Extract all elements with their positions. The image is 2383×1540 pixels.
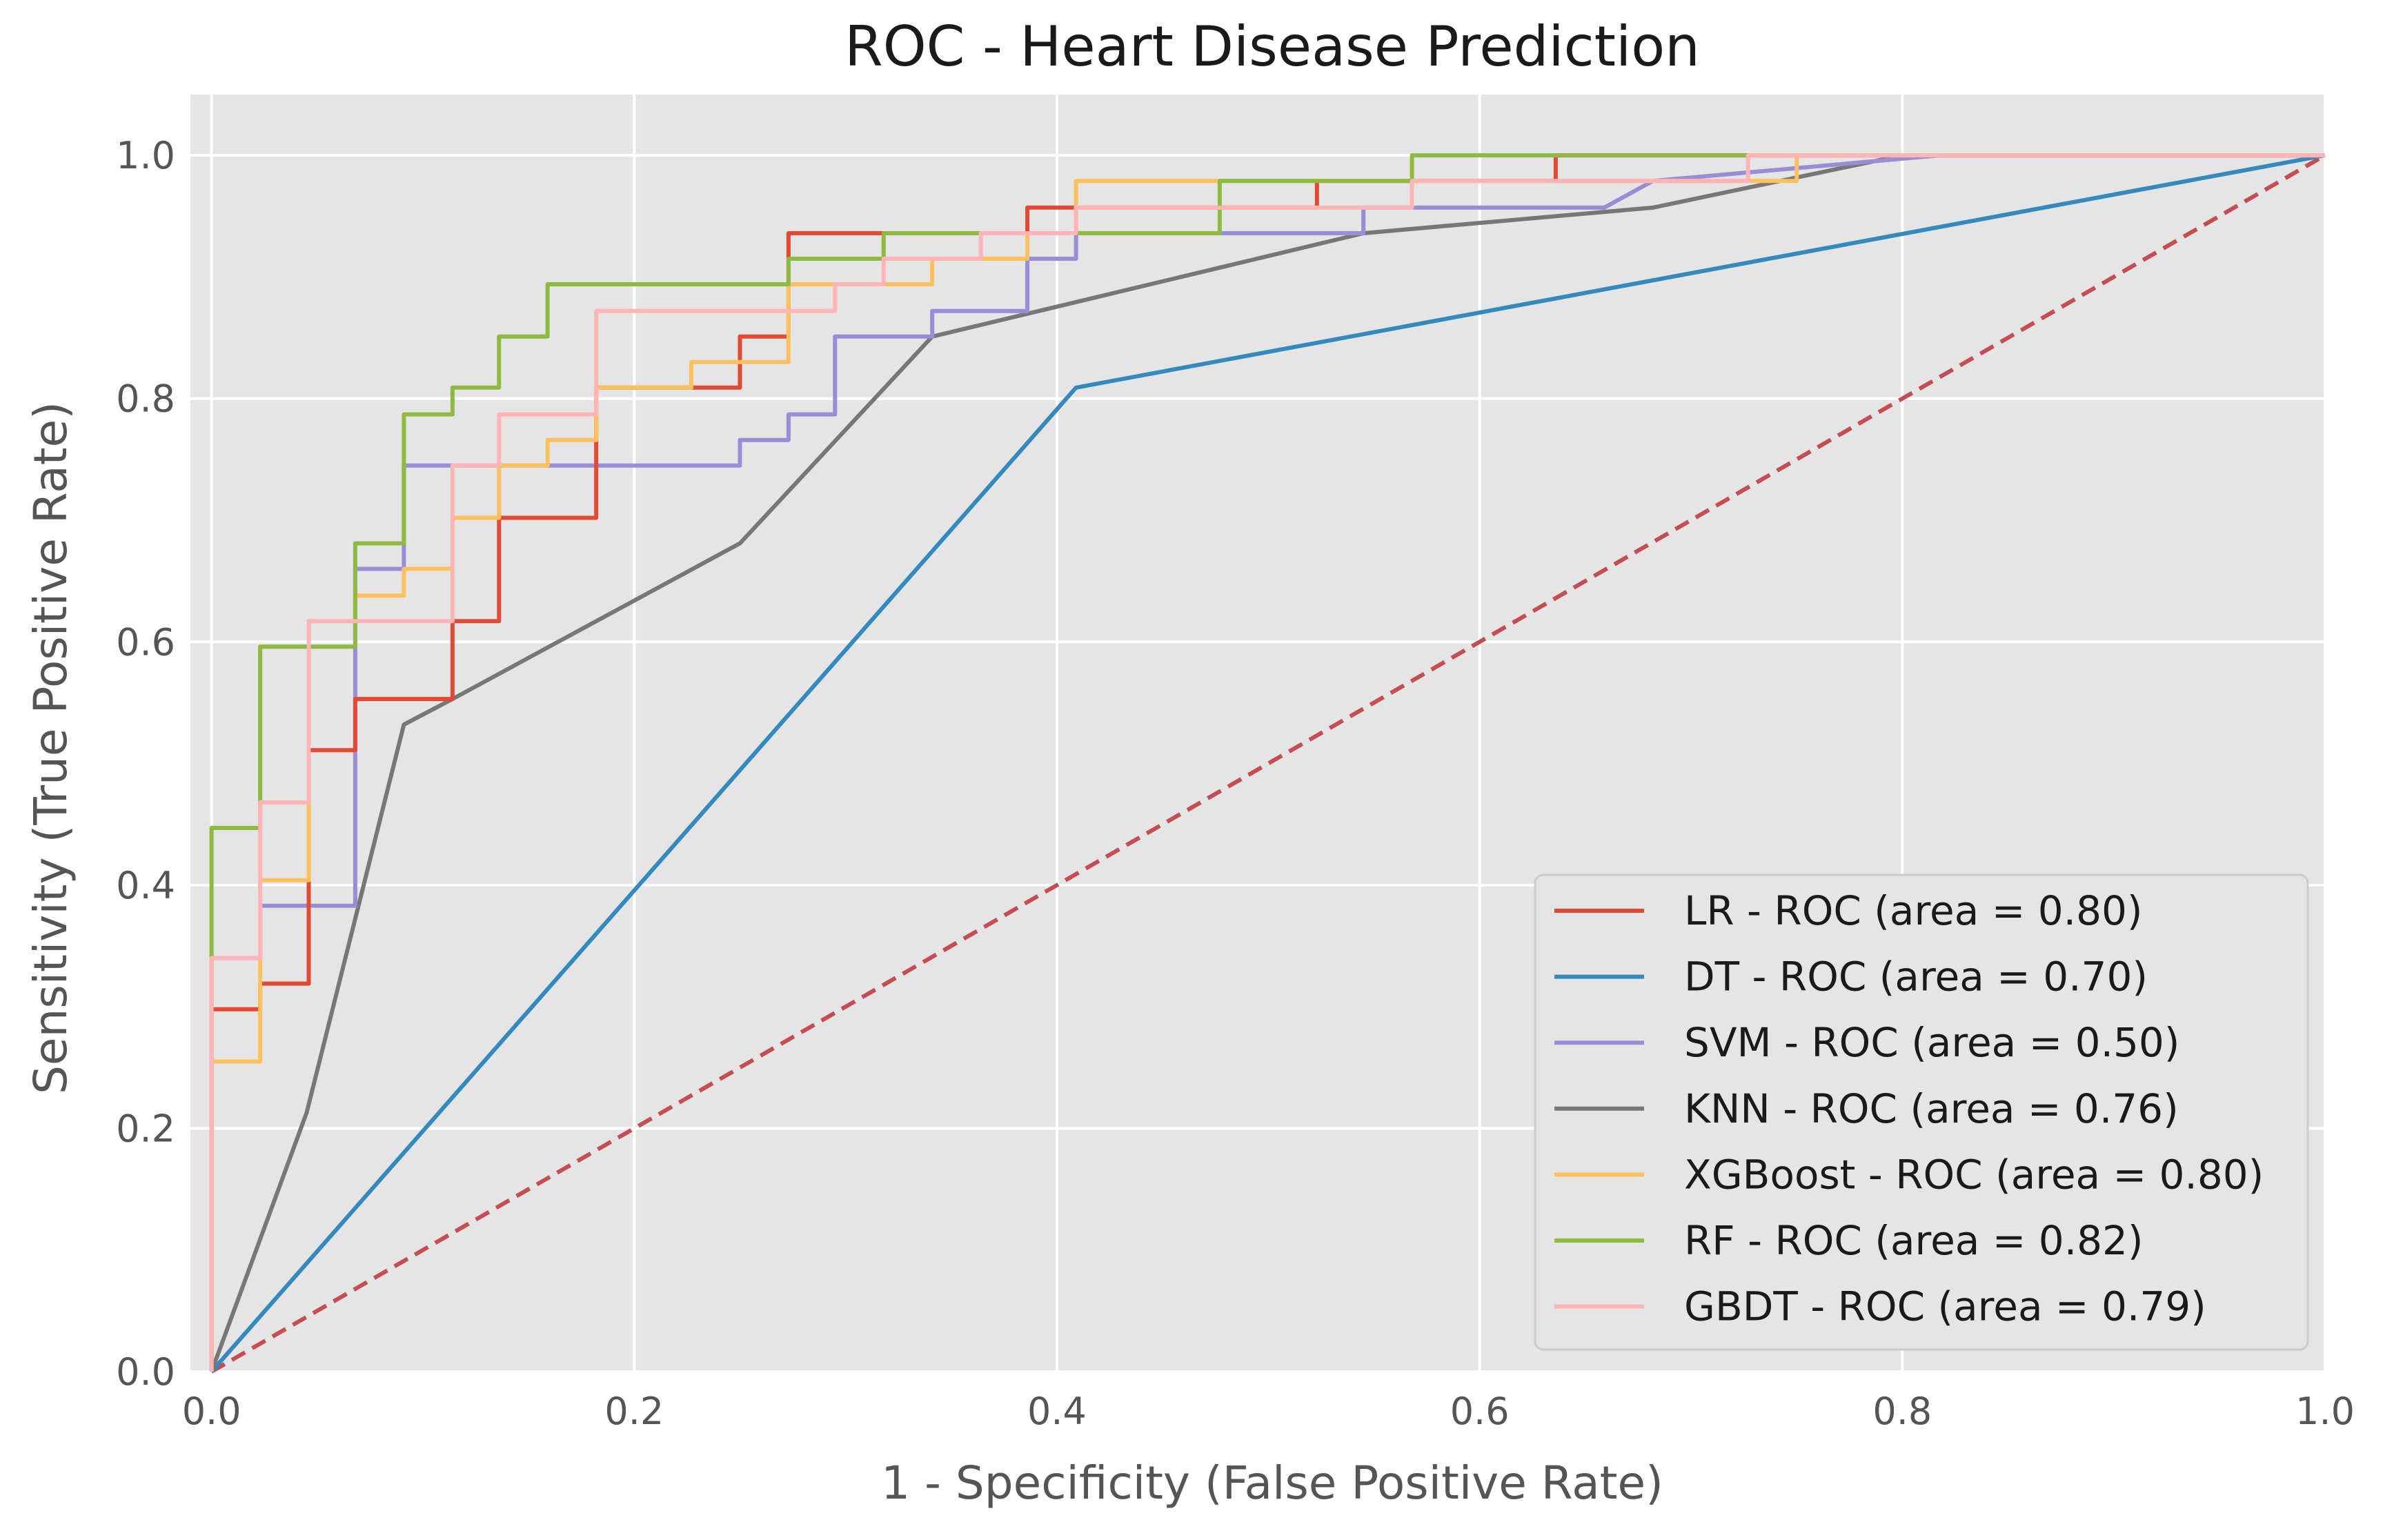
y-tick-label: 0.6 [116,620,175,664]
legend-label: RF - ROC (area = 0.82) [1684,1217,2144,1264]
y-axis-label: Sensitivity (True Positive Rate) [24,402,77,1094]
chart-title: ROC - Heart Disease Prediction [844,14,1700,79]
legend-label: SVM - ROC (area = 0.50) [1684,1019,2179,1066]
legend-label: GBDT - ROC (area = 0.79) [1684,1283,2206,1330]
series-line [209,153,2325,1372]
y-tick-label: 0.8 [116,377,175,421]
chance-line [210,153,2326,1374]
x-tick-label: 0.8 [1872,1390,1932,1433]
series-line [210,153,2326,1373]
x-axis-label: 1 - Specificity (False Positive Rate) [881,1457,1663,1510]
x-tick-label: 0.6 [1450,1390,1510,1433]
x-tick-label: 0.0 [182,1390,241,1433]
y-tick-label: 0.0 [116,1350,175,1394]
series-layer [209,153,2326,1374]
legend-label: DT - ROC (area = 0.70) [1684,954,2148,1000]
y-tick-label: 0.4 [116,864,175,907]
legend-label: KNN - ROC (area = 0.76) [1684,1085,2179,1132]
series-line [209,153,2325,1372]
y-axis-ticks: 0.0 0.2 0.4 0.6 0.8 1.0 [116,134,175,1394]
x-tick-label: 1.0 [2295,1390,2355,1433]
y-tick-label: 1.0 [116,134,175,177]
legend-label: XGBoost - ROC (area = 0.80) [1684,1151,2264,1198]
legend-box [1534,873,2309,1351]
x-tick-label: 0.4 [1027,1390,1087,1433]
x-tick-label: 0.2 [604,1390,664,1433]
x-axis-ticks: 0.0 0.2 0.4 0.6 0.8 1.0 [182,1390,2355,1433]
legend: LR - ROC (area = 0.80) DT - ROC (area = 0… [1534,873,2309,1351]
legend-label: LR - ROC (area = 0.80) [1684,887,2143,934]
y-tick-label: 0.2 [116,1107,175,1150]
series-line [209,153,2325,1372]
